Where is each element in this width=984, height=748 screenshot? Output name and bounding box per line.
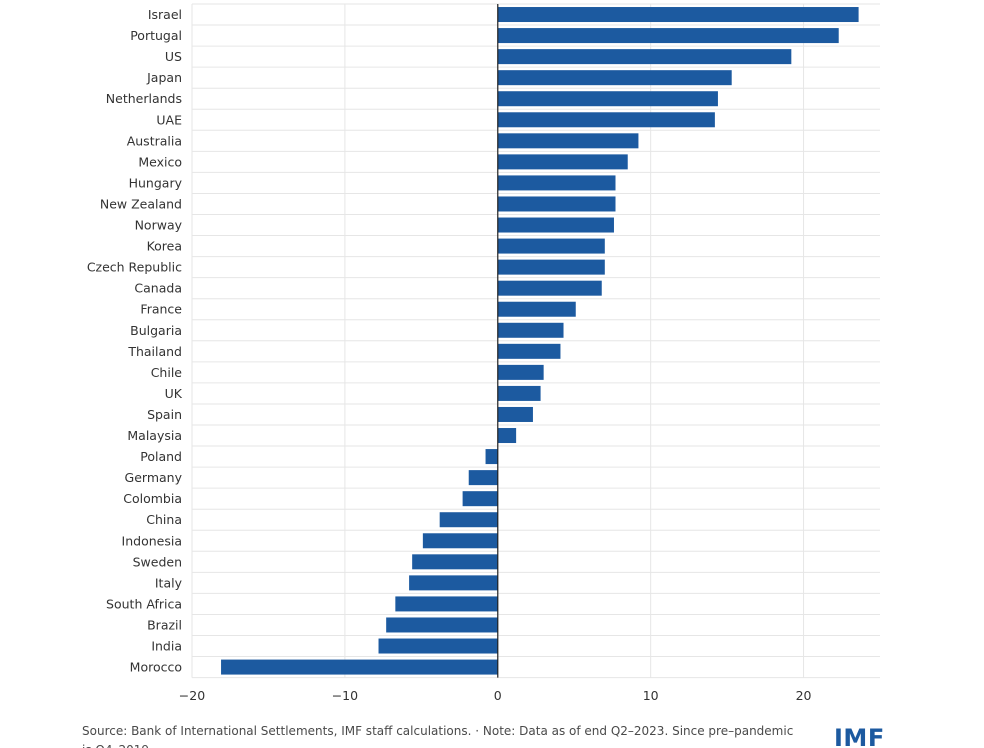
category-label: US (165, 49, 182, 64)
x-tick-label: −20 (179, 688, 205, 703)
bar-thailand (497, 343, 561, 359)
bar-colombia (462, 491, 498, 507)
bar-malaysia (497, 428, 517, 444)
category-label: UAE (156, 112, 182, 127)
category-label: Spain (147, 407, 182, 422)
bar-netherlands (497, 91, 718, 107)
bar-spain (497, 406, 533, 422)
category-label: Italy (155, 575, 183, 590)
imf-logo: IMF (834, 724, 885, 748)
category-label: Netherlands (106, 91, 182, 106)
bar-chile (497, 364, 544, 380)
category-label: Morocco (130, 660, 182, 675)
bar-australia (497, 133, 639, 149)
category-label: Thailand (127, 344, 182, 359)
bar-china (439, 512, 498, 528)
bar-france (497, 301, 576, 317)
bar-norway (497, 217, 614, 233)
bar-japan (497, 70, 732, 86)
category-label: Poland (140, 449, 182, 464)
bar-new-zealand (497, 196, 616, 212)
category-label: Czech Republic (87, 260, 182, 275)
category-label: Korea (147, 239, 182, 254)
category-labels: Israel Portugal US Japan Netherlands UAE Austr… (87, 7, 183, 675)
category-label: Canada (134, 281, 182, 296)
x-tick-label: 20 (796, 688, 812, 703)
source-note: Source: Bank of International Settlement… (82, 724, 794, 748)
bar-us (497, 49, 792, 65)
bar-uk (497, 385, 541, 401)
bar-chart: Israel Portugal US Japan Netherlands UAE Austr… (87, 3, 880, 703)
bar-canada (497, 280, 602, 296)
x-tick-label: 0 (494, 688, 502, 703)
bar-hungary (497, 175, 616, 191)
category-label: Indonesia (122, 533, 182, 548)
x-axis-ticks: −20 −10 0 10 20 (179, 688, 812, 703)
bar-south-africa (395, 596, 498, 612)
bar-korea (497, 238, 605, 254)
category-label: UK (165, 386, 183, 401)
bars (221, 7, 859, 675)
bar-uae (497, 112, 715, 128)
bar-czech-republic (497, 259, 605, 275)
category-label: Hungary (129, 175, 183, 190)
bar-poland (485, 449, 498, 465)
category-label: Malaysia (127, 428, 182, 443)
x-tick-label: 10 (643, 688, 659, 703)
bar-morocco (221, 659, 498, 675)
category-label: China (146, 512, 182, 527)
bar-germany (468, 470, 498, 486)
bar-portugal (497, 28, 839, 44)
category-label: Mexico (138, 154, 182, 169)
category-label: Bulgaria (130, 323, 182, 338)
x-tick-label: −10 (332, 688, 358, 703)
category-label: Israel (148, 7, 182, 22)
category-label: Sweden (133, 554, 182, 569)
gridlines (191, 3, 880, 679)
category-label: Chile (151, 365, 183, 380)
category-label: France (140, 302, 182, 317)
category-label: Australia (127, 133, 182, 148)
bar-italy (409, 575, 498, 591)
category-label: Brazil (147, 617, 182, 632)
bar-india (378, 638, 498, 654)
category-label: Portugal (130, 28, 182, 43)
category-label: South Africa (106, 596, 182, 611)
bar-brazil (386, 617, 498, 633)
bar-israel (497, 7, 859, 23)
bar-indonesia (422, 533, 498, 549)
category-label: Norway (135, 218, 183, 233)
bar-sweden (412, 554, 498, 570)
category-label: Germany (125, 470, 183, 485)
bar-mexico (497, 154, 628, 170)
category-label: Japan (146, 70, 182, 85)
category-label: New Zealand (100, 196, 182, 211)
category-label: India (151, 639, 182, 654)
category-label: Colombia (123, 491, 182, 506)
bar-bulgaria (497, 322, 564, 338)
